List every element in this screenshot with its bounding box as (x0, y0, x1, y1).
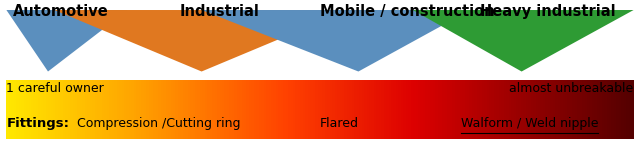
Polygon shape (413, 10, 634, 72)
Text: 1 careful owner: 1 careful owner (6, 82, 104, 95)
Text: Fittings:: Fittings: (6, 117, 69, 130)
Polygon shape (202, 10, 470, 72)
Text: Industrial: Industrial (179, 4, 259, 19)
Polygon shape (54, 10, 349, 72)
Text: Compression /Cutting ring: Compression /Cutting ring (77, 117, 240, 130)
Text: almost unbreakable: almost unbreakable (509, 82, 634, 95)
Polygon shape (6, 10, 128, 72)
Text: Flared: Flared (320, 117, 359, 130)
Text: Heavy industrial: Heavy industrial (480, 4, 616, 19)
Text: Walform / Weld nipple: Walform / Weld nipple (461, 117, 598, 130)
Text: Mobile / construction: Mobile / construction (320, 4, 495, 19)
Text: Automotive: Automotive (13, 4, 109, 19)
